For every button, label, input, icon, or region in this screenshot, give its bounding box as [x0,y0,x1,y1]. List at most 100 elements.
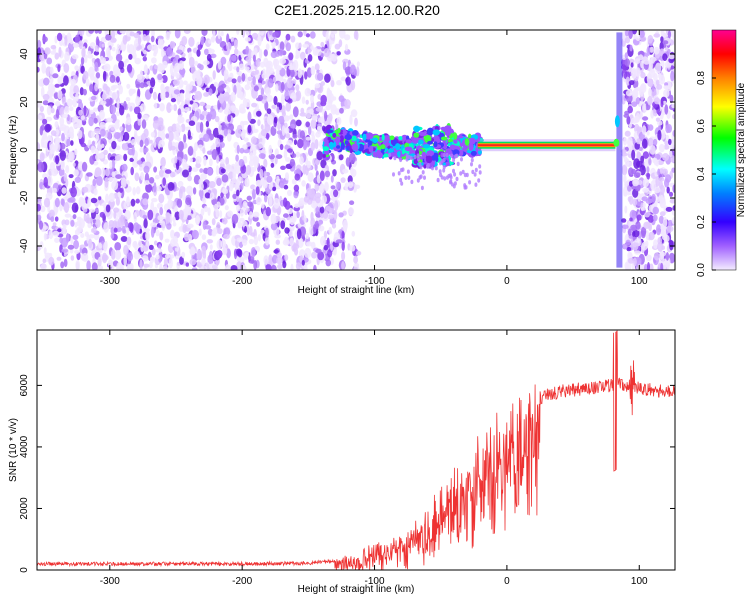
heatmap-cell [143,263,150,268]
heatmap-cell [243,137,249,142]
heatmap-cell [238,159,245,167]
heatmap-cell [632,242,639,251]
heatmap-cell [68,174,74,179]
heatmap-cell [417,157,420,162]
heatmap-cell [647,137,654,147]
heatmap-cell [120,214,126,226]
heatmap-cell [81,252,89,262]
heatmap-cell [372,151,377,158]
heatmap-cell [660,262,664,270]
heatmap-cell [118,84,122,90]
heatmap-cell [640,206,646,211]
heatmap-cell [189,157,193,163]
heatmap-cell [104,177,109,188]
heatmap-cell [207,167,213,176]
heatmap-cell [37,203,42,212]
heatmap-cell [55,101,61,107]
heatmap-cell [236,30,240,35]
heatmap-cell [620,152,628,157]
heatmap-cell [283,213,289,218]
heatmap-cell [324,110,328,122]
heatmap-cell [413,132,420,138]
heatmap-cell [59,124,67,130]
heatmap-cell [94,61,99,72]
heatmap-cell [71,54,79,60]
heatmap-cell [192,94,199,100]
heatmap-cell [630,117,638,124]
heatmap-cell [202,147,206,154]
heatmap-cell [269,67,274,74]
heatmap-cell [94,167,102,177]
heatmap-cell [196,75,203,86]
heatmap-cell [178,79,184,89]
heatmap-cell [64,51,70,62]
heatmap-cell [60,159,65,171]
heatmap-cell [662,258,667,270]
heatmap-cell [110,249,116,260]
heatmap-cell [147,44,154,51]
heatmap-cell [244,37,251,42]
heatmap-cell [226,33,230,44]
heatmap-cell [291,178,297,185]
heatmap-cell [123,244,129,256]
heatmap-cell [631,101,638,107]
heatmap-cell [276,106,280,114]
heatmap-cell [464,138,470,146]
heatmap-cell [207,207,211,216]
heatmap-cell [187,129,191,139]
heatmap-cell [317,125,322,131]
heatmap-cell [308,125,312,136]
heatmap-cell [664,82,669,87]
heatmap-cell [413,125,421,133]
heatmap-cell [301,259,305,266]
heatmap-cell [389,135,395,141]
heatmap-cell [659,74,665,85]
heatmap-cell [463,185,467,190]
heatmap-cell [653,33,661,38]
heatmap-cell [115,76,120,83]
heatmap-cell [304,247,312,259]
heatmap-cell [633,257,637,266]
heatmap-cell [372,142,379,147]
heatmap-cell [98,243,103,249]
heatmap-cell [135,198,140,204]
heatmap-cell [645,230,650,241]
heatmap-cell [64,213,72,218]
heatmap-cell [647,124,654,131]
heatmap-cell [455,135,464,139]
heatmap-cell [172,216,176,223]
heatmap-cell [174,211,180,221]
heatmap-cell [150,77,156,88]
heatmap-cell [42,118,48,125]
heatmap-cell [250,70,257,76]
heatmap-cell [92,140,95,146]
heatmap-cell [178,188,183,199]
heatmap-cell [115,111,120,117]
heatmap-cell [623,192,628,197]
heatmap-cell [624,261,629,270]
heatmap-cell [289,158,295,167]
heatmap-cell [265,264,272,270]
heatmap-cell [142,56,147,62]
heatmap-cell [61,96,67,105]
heatmap-cell [440,159,444,164]
heatmap-cell [165,31,171,41]
heatmap-cell [622,243,628,250]
heatmap-cell [664,104,669,115]
heatmap-cell [315,196,321,204]
heatmap-cell [275,65,282,71]
heatmap-cell [326,237,330,248]
heatmap-cell [59,142,66,150]
heatmap-cell [632,138,636,145]
heatmap-cell [197,44,203,50]
heatmap-cell [52,222,57,227]
y-tick-label: 4000 [19,435,30,458]
heatmap-cell [224,163,232,173]
heatmap-cell [647,262,650,270]
heatmap-cell [440,136,448,141]
heatmap-cell [641,241,648,251]
heatmap-cell [271,41,277,48]
heatmap-cell [417,139,424,145]
heatmap-cell [421,151,427,159]
heatmap-cell [73,123,79,129]
